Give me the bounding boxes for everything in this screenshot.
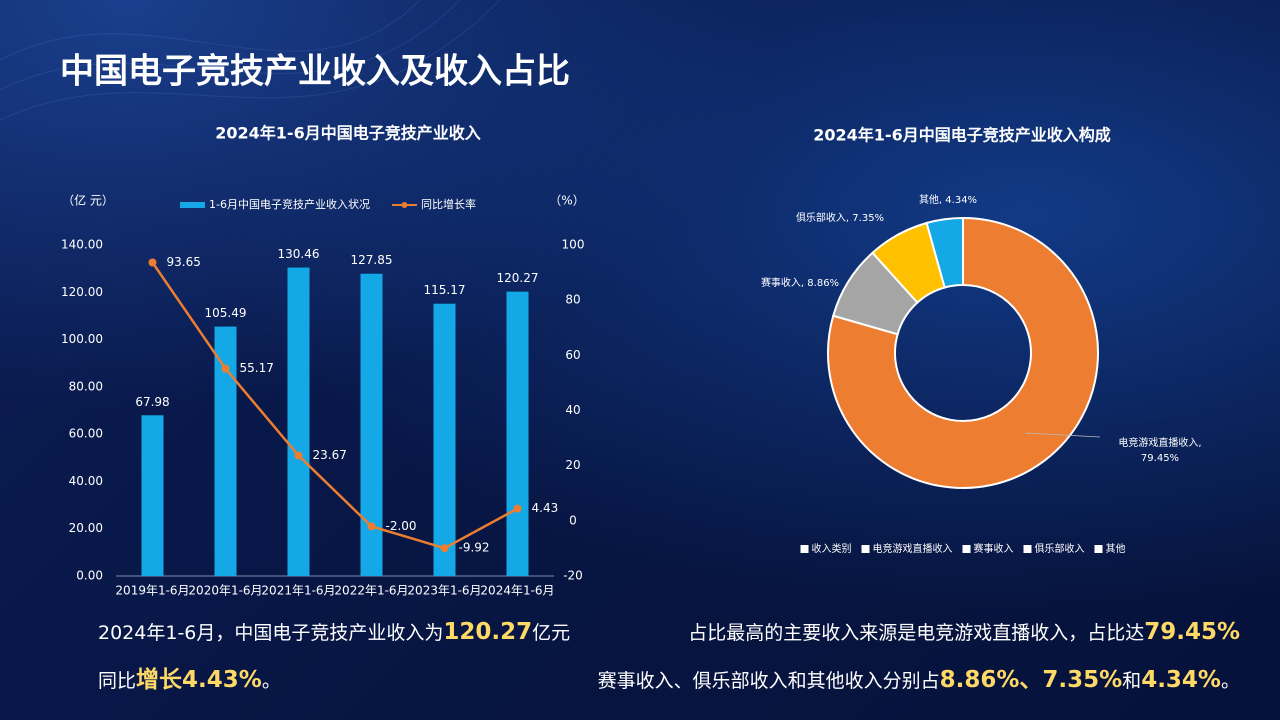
- data-label: 4.43: [532, 501, 559, 515]
- x-tick-label: 2019年1-6月: [115, 584, 189, 598]
- bar: [214, 326, 237, 576]
- data-label: 电竞游戏直播收入, 79.45%: [1118, 438, 1202, 464]
- legend-label: 同比增长率: [421, 197, 476, 211]
- legend: 收入类别 电竞游戏直播收入 赛事收入 俱乐部收入 其他: [800, 540, 1126, 555]
- line-point: [513, 504, 522, 513]
- y-tick-label: 20.00: [69, 521, 103, 535]
- text: 2024年1-6月，中国电子竞技产业收入为: [98, 622, 444, 644]
- highlight-text: 增长4.43%: [136, 667, 262, 693]
- bar: [433, 303, 456, 576]
- data-label: 105.49: [205, 306, 247, 320]
- summary-text: 赛事收入、俱乐部收入和其他收入分别占8.86%、7.35%和4.34%。: [598, 660, 1240, 694]
- data-label: 55.17: [240, 361, 274, 375]
- data-label: 115.17: [424, 283, 466, 297]
- legend-swatch: [1023, 545, 1032, 553]
- legend-item: 赛事收入: [962, 540, 1014, 555]
- data-label: 俱乐部收入, 7.35%: [795, 213, 885, 224]
- data-label: 127.85: [351, 253, 393, 267]
- legend-label: 俱乐部收入: [1034, 544, 1085, 555]
- y2-tick-label: 60: [565, 348, 580, 362]
- highlight-text: 8.86%、7.35%: [939, 667, 1123, 693]
- line-point: [367, 522, 376, 531]
- data-label: 67.98: [135, 395, 169, 409]
- legend-swatch: [962, 545, 971, 553]
- summary-text: 2024年1-6月，中国电子竞技产业收入为120.27亿元: [98, 618, 570, 645]
- line-point: [221, 364, 230, 373]
- y2-tick-label: 20: [565, 458, 580, 472]
- legend-swatch: [180, 202, 205, 208]
- line-point: [294, 451, 303, 460]
- y-tick-label: 40.00: [69, 474, 103, 488]
- x-tick-label: 2021年1-6月: [261, 584, 335, 598]
- text: 。: [1220, 670, 1240, 692]
- legend-swatch: [1094, 545, 1103, 553]
- legend-item: 电竞游戏直播收入: [861, 540, 953, 555]
- text: 亿元: [532, 622, 571, 644]
- text: 同比: [98, 670, 137, 692]
- y-axis-label: （亿 元）: [62, 193, 114, 208]
- bar: [360, 273, 383, 576]
- y-tick-label: 0.00: [76, 569, 103, 583]
- text: 。: [261, 670, 281, 692]
- y-tick-label: 100.00: [61, 332, 103, 346]
- x-tick-label: 2022年1-6月: [334, 584, 408, 598]
- data-label: 120.27: [497, 271, 539, 285]
- bar: [141, 415, 164, 576]
- data-label: 其他, 4.34%: [918, 195, 978, 206]
- y-tick-label: 80.00: [69, 379, 103, 393]
- legend-swatch: [861, 545, 870, 553]
- y2-tick-label: 100: [562, 238, 585, 252]
- y2-tick-label: 0: [569, 513, 577, 527]
- data-label: -9.92: [459, 541, 490, 555]
- legend-item: 其他: [1094, 540, 1126, 555]
- x-tick-label: 2023年1-6月: [407, 584, 481, 598]
- text: 占比最高的主要收入来源是电竞游戏直播收入，占比达: [688, 622, 1145, 644]
- data-label: 93.65: [167, 255, 201, 269]
- donut-slice: [827, 216, 1099, 489]
- legend-label: 赛事收入: [973, 544, 1014, 555]
- y2-tick-label: -20: [563, 569, 583, 583]
- highlight-text: 4.34%: [1141, 667, 1221, 693]
- y-tick-label: 140.00: [61, 238, 103, 252]
- data-label: 130.46: [278, 247, 320, 261]
- leader-line: [1024, 432, 1101, 438]
- line-point: [148, 258, 157, 267]
- highlight-text: 79.45%: [1144, 619, 1240, 645]
- decor-wave: [0, 0, 501, 121]
- y2-axis-label: （%）: [549, 194, 584, 208]
- line-point: [440, 544, 449, 553]
- x-tick-label: 2024年1-6月: [480, 584, 554, 598]
- legend-label: 1-6月中国电子竞技产业收入状况: [209, 197, 370, 211]
- data-label: 23.67: [313, 448, 347, 462]
- chart-title: 2024年1-6月中国电子竞技产业收入构成: [813, 126, 1110, 145]
- summary-text: 同比增长4.43%。: [98, 660, 281, 694]
- bar: [287, 267, 310, 576]
- page-title: 中国电子竞技产业收入及收入占比: [60, 52, 570, 92]
- data-label: 赛事收入, 8.86%: [760, 278, 840, 289]
- data-label: -2.00: [386, 519, 417, 533]
- legend-label: 电竞游戏直播收入: [872, 544, 953, 555]
- y2-tick-label: 40: [565, 403, 580, 417]
- legend-item: 收入类别: [800, 540, 852, 555]
- y-tick-label: 60.00: [69, 427, 103, 441]
- legend-label: 收入类别: [811, 544, 852, 555]
- y2-tick-label: 80: [565, 293, 580, 307]
- legend-label: 其他: [1105, 544, 1126, 555]
- text: 和: [1122, 670, 1142, 692]
- line-series: [151, 261, 519, 550]
- chart-title: 2024年1-6月中国电子竞技产业收入: [215, 124, 480, 143]
- x-tick-label: 2020年1-6月: [188, 584, 262, 598]
- legend-swatch: [800, 545, 809, 553]
- summary-text: 占比最高的主要收入来源是电竞游戏直播收入，占比达79.45%: [688, 618, 1240, 645]
- text: 赛事收入、俱乐部收入和其他收入分别占: [597, 670, 940, 692]
- legend-item: 俱乐部收入: [1023, 540, 1085, 555]
- bar: [506, 291, 529, 576]
- y-tick-label: 120.00: [61, 285, 103, 299]
- legend-marker: [401, 202, 408, 208]
- highlight-text: 120.27: [443, 619, 533, 645]
- donut-slice: [925, 216, 964, 289]
